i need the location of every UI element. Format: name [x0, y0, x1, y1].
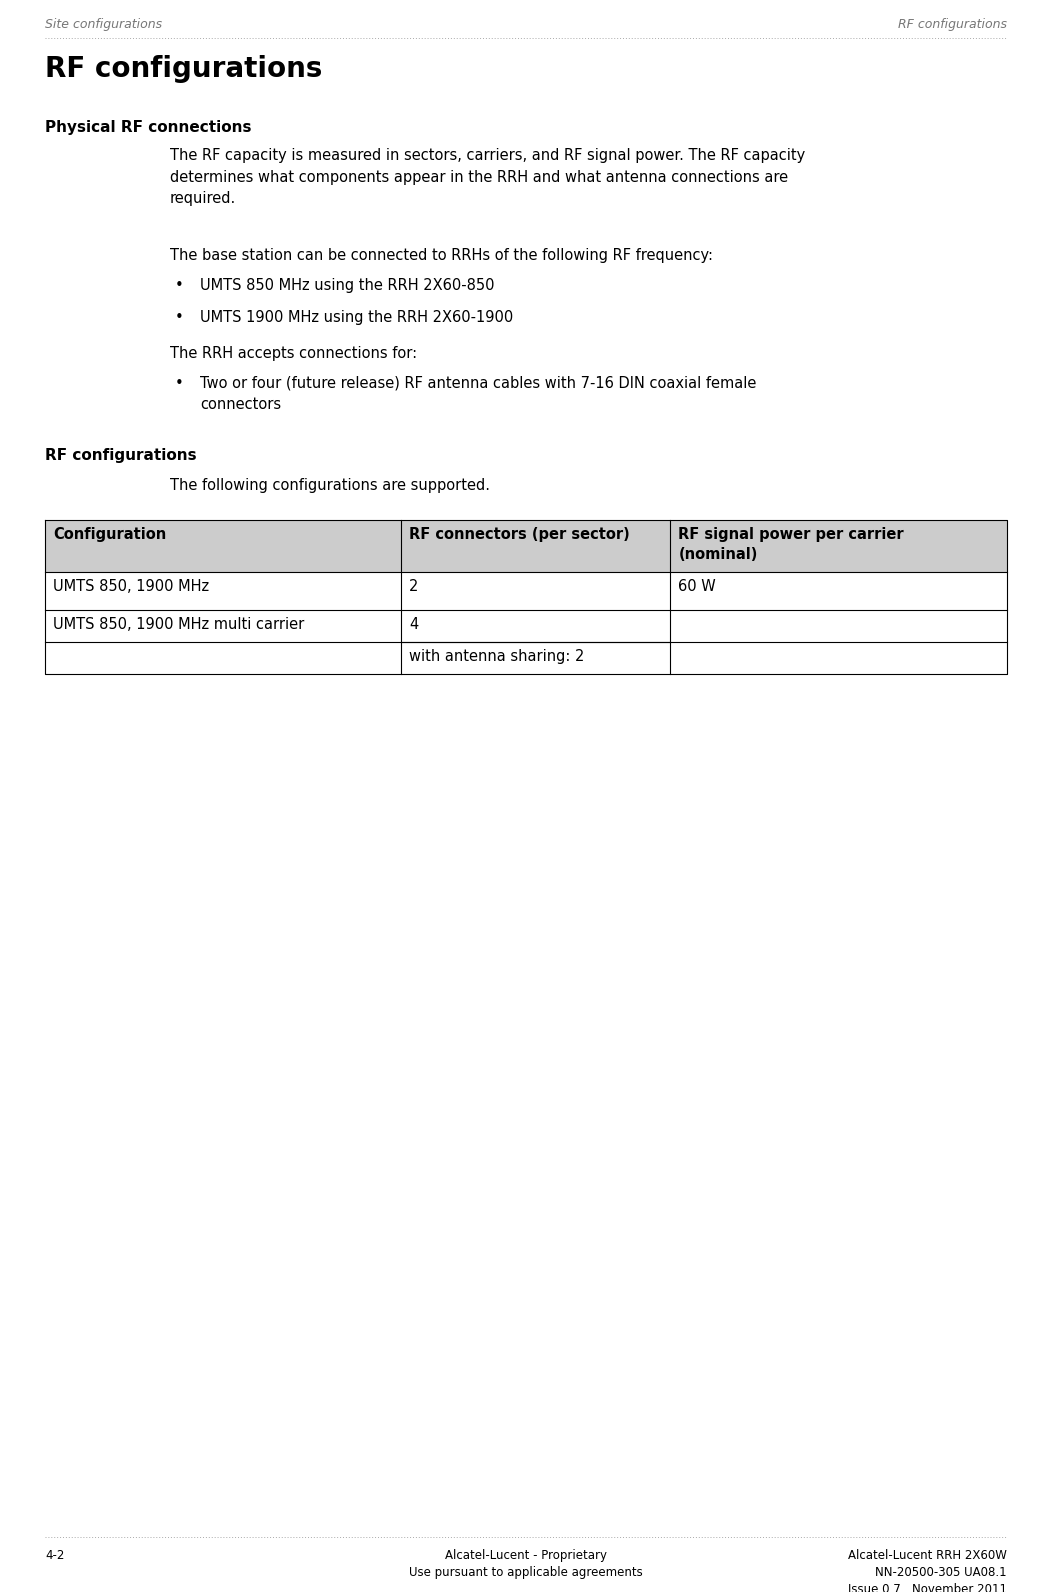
- Text: RF connectors (per sector): RF connectors (per sector): [409, 527, 630, 541]
- Text: 4-2: 4-2: [45, 1549, 64, 1562]
- Bar: [45, 572, 1007, 610]
- Text: Configuration: Configuration: [53, 527, 166, 541]
- Text: RF configurations: RF configurations: [898, 18, 1007, 30]
- Text: Alcatel-Lucent RRH 2X60W
NN-20500-305 UA08.1
Issue 0.7   November 2011: Alcatel-Lucent RRH 2X60W NN-20500-305 UA…: [848, 1549, 1007, 1592]
- Text: Site configurations: Site configurations: [45, 18, 162, 30]
- Bar: [45, 610, 1007, 673]
- Text: •: •: [175, 310, 184, 325]
- Text: with antenna sharing: 2: with antenna sharing: 2: [409, 650, 584, 664]
- Text: 4: 4: [409, 618, 419, 632]
- Text: UMTS 850, 1900 MHz: UMTS 850, 1900 MHz: [53, 579, 209, 594]
- Text: RF configurations: RF configurations: [45, 447, 197, 463]
- Text: The base station can be connected to RRHs of the following RF frequency:: The base station can be connected to RRH…: [170, 248, 713, 263]
- Text: The RF capacity is measured in sectors, carriers, and RF signal power. The RF ca: The RF capacity is measured in sectors, …: [170, 148, 805, 207]
- Text: UMTS 850 MHz using the RRH 2X60-850: UMTS 850 MHz using the RRH 2X60-850: [200, 279, 494, 293]
- Text: •: •: [175, 376, 184, 392]
- Text: 2: 2: [409, 579, 419, 594]
- Text: RF signal power per carrier
(nominal): RF signal power per carrier (nominal): [679, 527, 904, 562]
- Text: connectors: connectors: [200, 396, 281, 412]
- Bar: [45, 521, 1007, 572]
- Text: UMTS 1900 MHz using the RRH 2X60-1900: UMTS 1900 MHz using the RRH 2X60-1900: [200, 310, 513, 325]
- Text: •: •: [175, 279, 184, 293]
- Text: Two or four (future release) RF antenna cables with 7-16 DIN coaxial female: Two or four (future release) RF antenna …: [200, 376, 756, 392]
- Text: The RRH accepts connections for:: The RRH accepts connections for:: [170, 345, 418, 361]
- Text: RF configurations: RF configurations: [45, 56, 322, 83]
- Text: Alcatel-Lucent - Proprietary
Use pursuant to applicable agreements: Alcatel-Lucent - Proprietary Use pursuan…: [409, 1549, 643, 1579]
- Text: The following configurations are supported.: The following configurations are support…: [170, 478, 490, 494]
- Text: 60 W: 60 W: [679, 579, 716, 594]
- Text: Physical RF connections: Physical RF connections: [45, 119, 251, 135]
- Text: UMTS 850, 1900 MHz multi carrier: UMTS 850, 1900 MHz multi carrier: [53, 618, 304, 632]
